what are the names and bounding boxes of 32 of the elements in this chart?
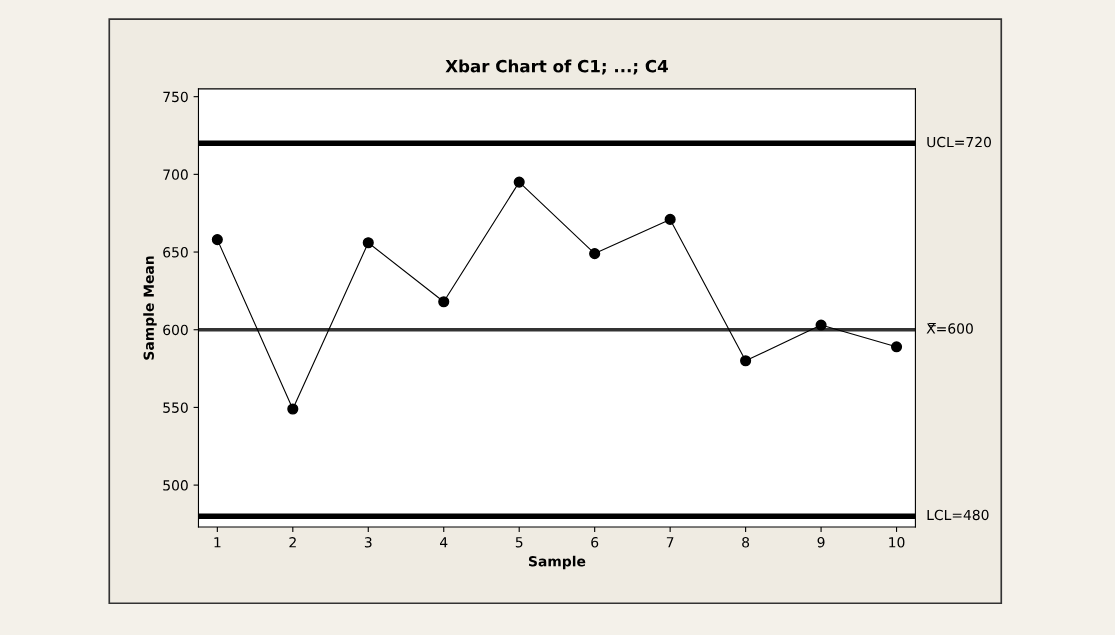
ref-line-label: UCL=720 (927, 136, 991, 148)
ref-line-label: LCL=480 (927, 509, 989, 521)
y-tick-label: 650 (163, 247, 188, 258)
point (513, 176, 525, 188)
x-tick-label: 1 (214, 537, 221, 548)
x-tick-label: 10 (889, 537, 905, 548)
point (211, 234, 223, 246)
point (589, 248, 601, 260)
x-tick-label: 8 (742, 537, 750, 548)
point (287, 403, 299, 415)
x-tick-label: 2 (289, 537, 296, 548)
x-tick-label: 4 (440, 537, 448, 548)
chart-title: Xbar Chart of C1; ...; C4 (445, 59, 668, 75)
x-tick-label: 3 (364, 537, 372, 548)
point (740, 355, 752, 367)
point (362, 237, 374, 249)
point (664, 213, 676, 225)
ref-line-label: X̿=600 (926, 323, 973, 334)
y-tick-label: 500 (163, 480, 188, 491)
y-tick-label: 550 (163, 402, 188, 413)
point (815, 319, 827, 331)
y-tick-label: 600 (163, 324, 188, 336)
y-axis-title: Sample Mean (143, 256, 157, 360)
point (890, 341, 903, 353)
x-tick-label: 6 (591, 537, 599, 548)
y-tick-label: 700 (163, 169, 188, 180)
x-axis-title: Sample (528, 555, 586, 570)
y-tick-label: 750 (163, 91, 188, 103)
x-tick-label: 5 (515, 537, 523, 548)
x-tick-label: 9 (817, 537, 825, 548)
point (438, 296, 450, 308)
x-tick-label: 7 (666, 537, 674, 548)
